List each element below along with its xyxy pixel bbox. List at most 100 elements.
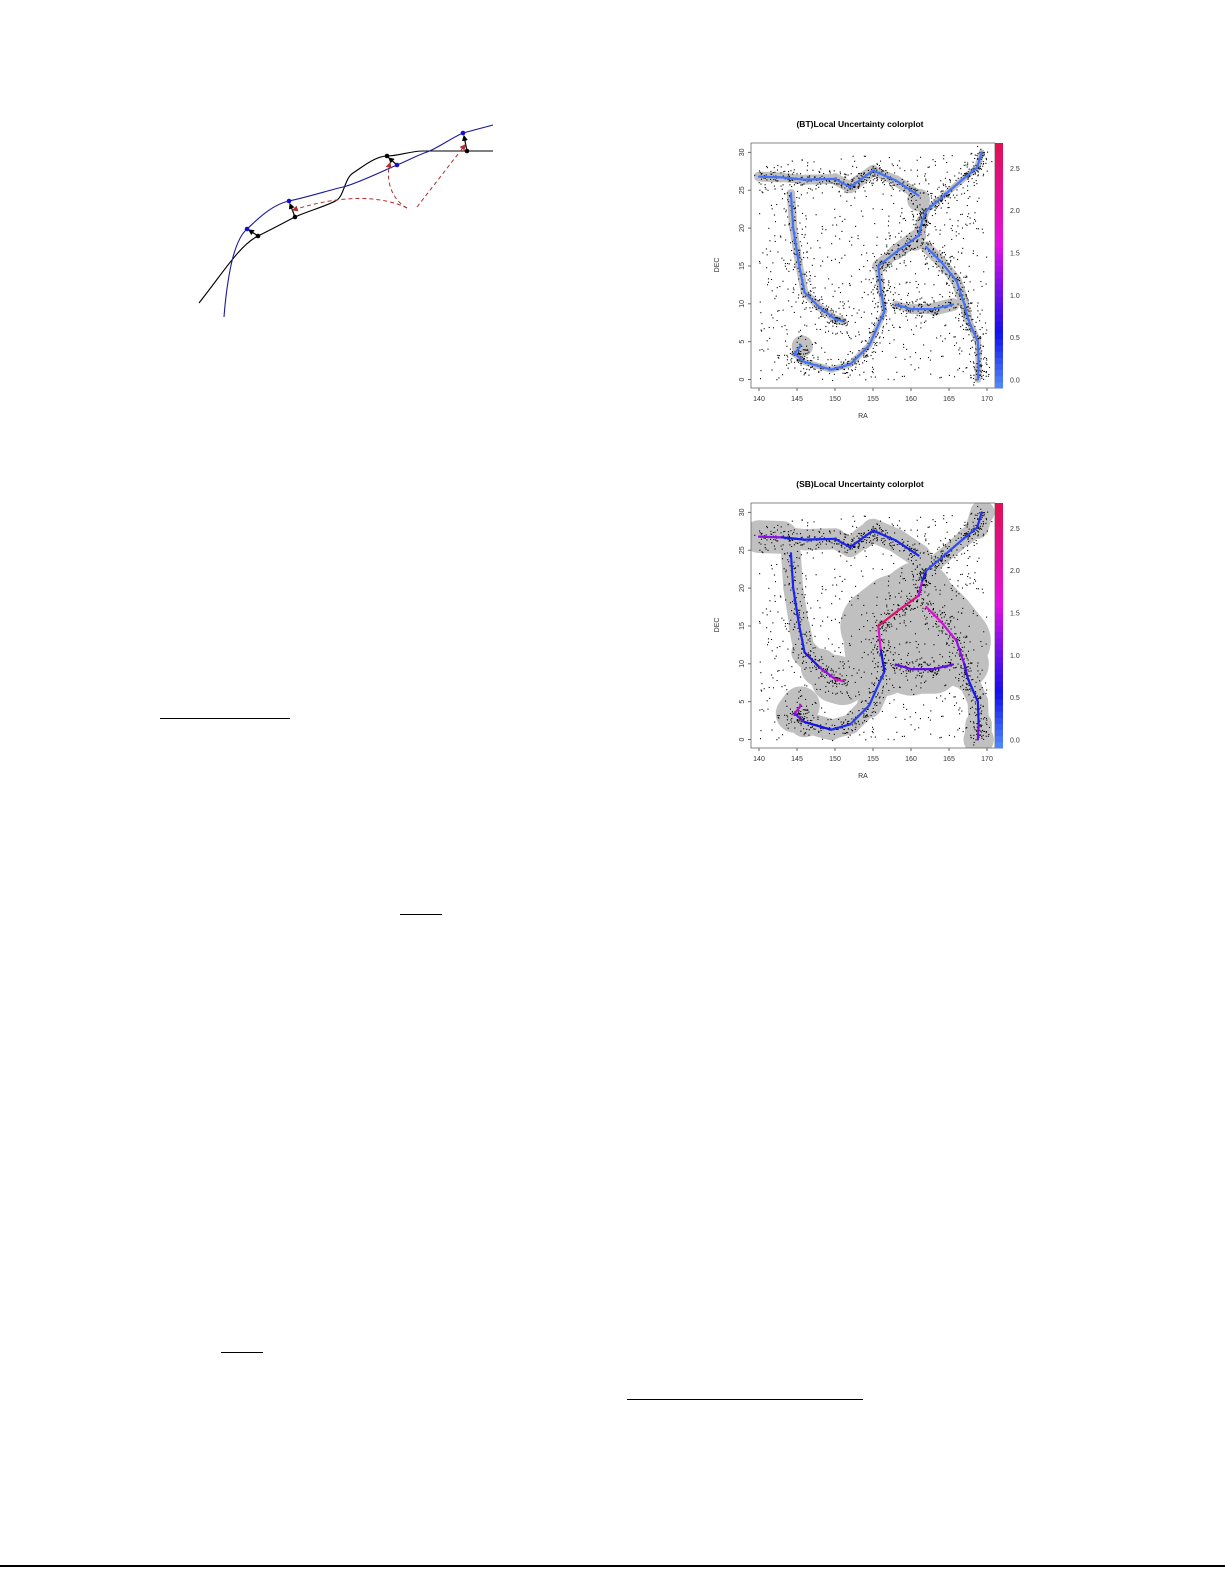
galaxy-point (916, 227, 918, 229)
galaxy-point (854, 716, 857, 718)
galaxy-point (800, 652, 803, 654)
galaxy-point (975, 354, 977, 357)
galaxy-point (867, 708, 869, 710)
galaxy-point (941, 272, 943, 274)
galaxy-point (902, 542, 904, 544)
galaxy-point (933, 661, 935, 663)
galaxy-point (788, 171, 790, 173)
galaxy-point (967, 189, 969, 192)
galaxy-point (772, 532, 774, 534)
galaxy-point (879, 622, 881, 624)
galaxy-point (872, 331, 874, 333)
galaxy-point (927, 604, 929, 606)
galaxy-point (848, 282, 851, 285)
galaxy-point (942, 612, 944, 614)
galaxy-point (861, 340, 863, 342)
galaxy-point (963, 311, 965, 313)
galaxy-point (925, 581, 928, 583)
galaxy-point (896, 253, 898, 256)
galaxy-point (831, 283, 833, 285)
galaxy-point (935, 567, 937, 569)
galaxy-point (922, 250, 924, 252)
galaxy-point (966, 636, 968, 638)
galaxy-point (916, 601, 918, 603)
galaxy-point (902, 671, 904, 673)
galaxy-point (847, 183, 849, 185)
galaxy-point (930, 350, 932, 352)
galaxy-point (791, 306, 793, 308)
galaxy-point (871, 168, 873, 170)
galaxy-point (883, 544, 885, 546)
galaxy-point (985, 159, 988, 161)
galaxy-point (900, 236, 902, 238)
galaxy-point (759, 172, 761, 174)
galaxy-point (973, 374, 975, 376)
galaxy-point (800, 353, 802, 355)
galaxy-point (856, 175, 858, 177)
galaxy-point (934, 306, 936, 309)
galaxy-point (915, 280, 917, 283)
colorbar-tick-label: 1.5 (1010, 251, 1020, 258)
galaxy-point (922, 247, 924, 249)
galaxy-point (900, 307, 902, 309)
galaxy-point (916, 241, 918, 243)
galaxy-point (908, 606, 911, 608)
galaxy-point (857, 187, 860, 189)
galaxy-point (851, 244, 853, 246)
galaxy-point (980, 640, 982, 643)
galaxy-point (934, 312, 936, 314)
galaxy-point (833, 180, 835, 182)
galaxy-point (879, 653, 881, 655)
galaxy-point (840, 158, 842, 160)
galaxy-point (809, 294, 811, 296)
galaxy-point (888, 647, 890, 649)
galaxy-point (876, 704, 878, 707)
galaxy-point (800, 264, 802, 266)
x-tick-label: 150 (829, 756, 841, 763)
galaxy-point (774, 298, 776, 300)
galaxy-point (826, 540, 828, 542)
galaxy-point (783, 619, 785, 621)
galaxy-point (835, 317, 837, 319)
galaxy-point (918, 315, 920, 317)
galaxy-point (911, 210, 913, 213)
galaxy-point (906, 608, 908, 610)
galaxy-point (839, 531, 841, 533)
galaxy-point (800, 720, 802, 723)
galaxy-point (935, 620, 937, 622)
galaxy-point (897, 244, 899, 247)
colorbar-cell (995, 198, 1003, 205)
galaxy-point (934, 206, 936, 208)
galaxy-point (815, 659, 817, 661)
galaxy-point (965, 327, 967, 329)
galaxy-point (967, 688, 969, 690)
galaxy-point (887, 252, 889, 254)
filament (757, 169, 920, 197)
galaxy-point (793, 311, 795, 314)
galaxy-point (941, 656, 944, 658)
galaxy-point (794, 613, 796, 615)
galaxy-point (785, 211, 787, 213)
galaxy-point (894, 596, 896, 598)
galaxy-point (934, 195, 936, 197)
galaxy-point (833, 170, 835, 172)
galaxy-point (886, 532, 888, 534)
galaxy-point (879, 168, 881, 170)
chart-title: (BT)Local Uncertainty colorplot (796, 119, 923, 129)
galaxy-point (885, 662, 887, 664)
galaxy-point (858, 268, 860, 270)
galaxy-point (928, 250, 930, 252)
galaxy-point (872, 542, 874, 544)
galaxy-point (884, 307, 886, 309)
y-tick-label: 5 (739, 340, 746, 344)
galaxy-point (967, 178, 969, 180)
galaxy-point (924, 578, 926, 580)
galaxy-point (774, 188, 776, 190)
galaxy-point (974, 532, 976, 534)
galaxy-point (936, 615, 939, 617)
galaxy-point (949, 261, 952, 263)
galaxy-point (828, 540, 830, 542)
galaxy-point (965, 655, 967, 657)
galaxy-point (771, 173, 773, 175)
galaxy-point (808, 175, 811, 177)
